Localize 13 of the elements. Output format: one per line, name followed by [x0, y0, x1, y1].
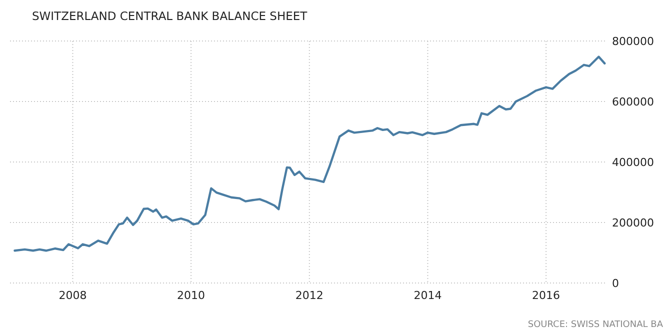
- chart-title: SWITZERLAND CENTRAL BANK BALANCE SHEET: [32, 9, 308, 23]
- line-series: [14, 56, 606, 252]
- y-tick-label: 0: [612, 276, 619, 290]
- x-tick-label: 2012: [295, 289, 324, 302]
- source-note: SOURCE: SWISS NATIONAL BA: [528, 320, 664, 330]
- y-tick-label: 800000: [612, 34, 654, 48]
- x-tick-label: 2008: [58, 289, 87, 302]
- x-tick-label: 2010: [177, 289, 206, 302]
- x-tick-label: 2014: [414, 289, 442, 302]
- y-tick-label: 600000: [612, 95, 654, 108]
- y-tick-label: 400000: [612, 156, 654, 169]
- x-tick-label: 2016: [532, 289, 560, 302]
- y-tick-label: 200000: [612, 216, 654, 230]
